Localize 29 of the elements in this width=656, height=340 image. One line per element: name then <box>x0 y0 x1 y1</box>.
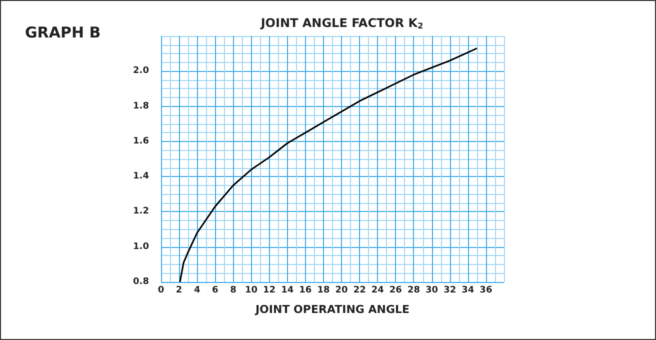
x-tick-label: 24 <box>371 286 384 296</box>
x-tick-label: 34 <box>462 286 474 296</box>
x-tick-label: 10 <box>245 286 258 296</box>
x-tick-label: 18 <box>317 286 330 296</box>
x-tick-label: 30 <box>426 286 438 296</box>
text: GRAPH B <box>25 24 101 42</box>
x-axis-title: JOINT OPERATING ANGLE <box>254 303 410 316</box>
x-tick-label: 14 <box>281 286 294 296</box>
y-tick-label: 2.0 <box>133 66 149 76</box>
y-tick-label: 1.0 <box>133 242 149 252</box>
x-tick-label: 20 <box>335 286 348 296</box>
x-tick-label: 22 <box>353 286 366 296</box>
x-tick-label: 26 <box>389 286 402 296</box>
y-tick-label: 1.4 <box>133 172 149 182</box>
x-tick-label: 36 <box>480 286 492 296</box>
x-tick-label: 16 <box>299 286 312 296</box>
line-series <box>179 48 478 283</box>
x-tick-label: 2 <box>176 286 182 296</box>
x-tick-label: 8 <box>230 286 236 296</box>
y-tick-label: 1.8 <box>133 101 149 112</box>
x-tick-label: 6 <box>212 286 218 296</box>
x-tick-label: 4 <box>194 286 200 296</box>
x-tick-label: 12 <box>263 286 276 296</box>
y-tick-label: 1.2 <box>133 206 149 217</box>
y-tick-label: 1.6 <box>133 136 149 146</box>
x-tick-label: 28 <box>407 286 420 296</box>
y-tick-label: 0.8 <box>133 277 149 287</box>
x-tick-label: 0 <box>158 286 164 296</box>
x-tick-label: 32 <box>444 286 456 296</box>
